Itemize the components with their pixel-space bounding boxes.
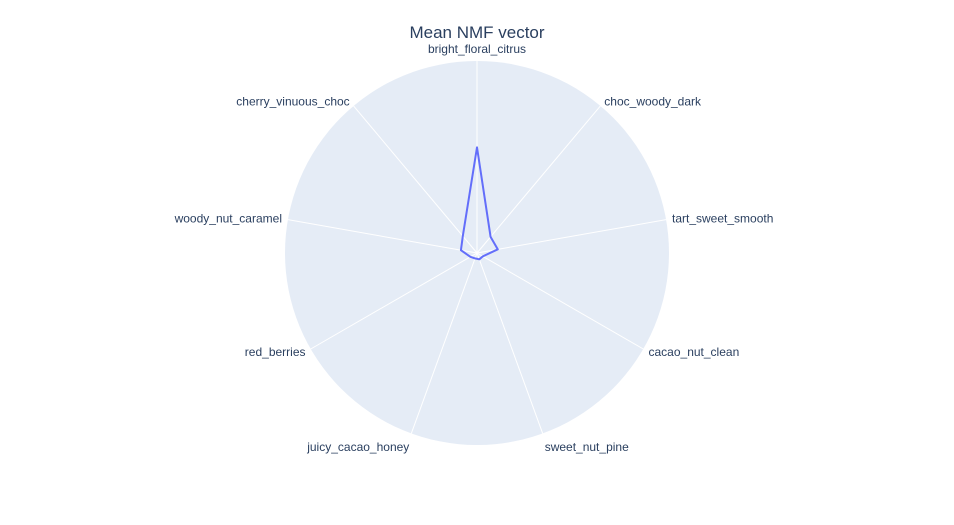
axis-label-woody_nut_caramel: woody_nut_caramel: [174, 212, 282, 226]
category-labels: bright_floral_citrus choc_woody_dark tart_…: [174, 42, 774, 454]
grid-spoke-tart_sweet_smooth: [476, 219, 667, 254]
chart-title: Mean NMF vector: [409, 23, 544, 42]
grid-spoke-red_berries: [310, 252, 478, 350]
axis-label-cherry_vinuous_choc: cherry_vinuous_choc: [236, 94, 349, 108]
axis-label-cacao_nut_clean: cacao_nut_clean: [649, 345, 740, 359]
grid-spoke-choc_woody_dark: [476, 105, 601, 254]
axis-label-red_berries: red_berries: [245, 345, 306, 359]
angular-grid: [287, 61, 667, 434]
grid-spoke-juicy_cacao_honey: [410, 252, 478, 434]
grid-spoke-cherry_vinuous_choc: [353, 105, 478, 254]
axis-label-tart_sweet_smooth: tart_sweet_smooth: [672, 212, 773, 226]
series-line-0: [459, 146, 499, 261]
grid-spoke-cacao_nut_clean: [476, 252, 644, 350]
axis-label-sweet_nut_pine: sweet_nut_pine: [545, 440, 629, 454]
series-layer: [459, 146, 499, 261]
axis-label-choc_woody_dark: choc_woody_dark: [604, 94, 702, 108]
grid-spoke-woody_nut_caramel: [287, 219, 478, 254]
axis-label-juicy_cacao_honey: juicy_cacao_honey: [306, 440, 409, 454]
grid-spoke-sweet_nut_pine: [476, 252, 544, 434]
axis-label-bright_floral_citrus: bright_floral_citrus: [428, 42, 526, 56]
